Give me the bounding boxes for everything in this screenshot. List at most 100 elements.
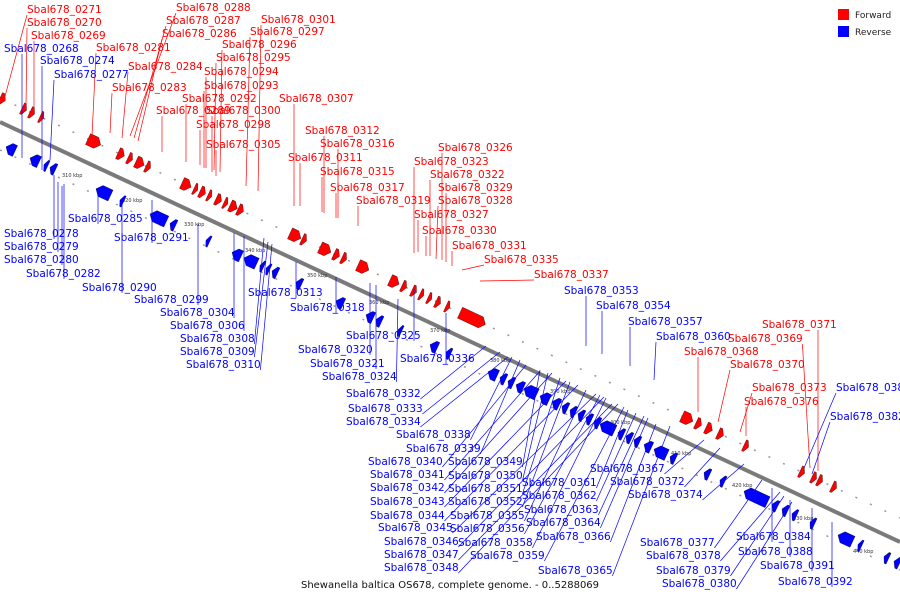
forward-gene-leader — [245, 36, 251, 187]
axis-tick-label: 410 kbp — [671, 451, 691, 457]
reverse-gene-leader — [458, 403, 613, 561]
forward-gene-label: Sbal678_0335 — [484, 254, 559, 266]
forward-gene — [179, 177, 192, 191]
forward-gene-label: Sbal678_0284 — [128, 61, 203, 73]
forward-gene-label: Sbal678_0286 — [162, 28, 237, 40]
forward-gene-label: Sbal678_0328 — [438, 195, 513, 207]
reverse-gene-leader — [49, 79, 55, 161]
axis-tick-label: 350 kbp — [307, 273, 327, 279]
reverse-gene-label: Sbal678_0359 — [470, 550, 545, 562]
axis-tick-label: 360 kbp — [369, 300, 389, 306]
reverse-gene — [295, 278, 305, 291]
reverse-gene-label: Sbal678_0309 — [180, 346, 255, 358]
forward-gene — [0, 92, 6, 105]
reverse-gene — [95, 185, 114, 202]
reverse-gene — [569, 405, 579, 419]
reverse-gene-label: Sbal678_0364 — [526, 517, 601, 529]
reverse-gene — [669, 452, 679, 465]
forward-gene-label: Sbal678_0311 — [288, 152, 363, 164]
reverse-gene-leader — [524, 389, 587, 522]
forward-gene-label: Sbal678_0300 — [206, 105, 281, 117]
reverse-gene-leader — [470, 356, 513, 441]
forward-gene — [703, 421, 713, 435]
reverse-gene-label: Sbal678_0352 — [448, 496, 523, 508]
forward-gene-label: Sbal678_0315 — [320, 166, 395, 178]
forward-gene-label: Sbal678_0326 — [438, 142, 513, 154]
axis-tick-label: 380 kbp — [490, 358, 510, 364]
reverse-gene-label: Sbal678_0280 — [4, 254, 79, 266]
reverse-gene-label: Sbal678_0380 — [662, 578, 737, 590]
reverse-gene-leader — [736, 501, 793, 590]
reverse-gene — [169, 219, 179, 232]
reverse-gene-label: Sbal678_0343 — [370, 496, 445, 508]
forward-gene-label: Sbal678_0288 — [176, 2, 251, 14]
forward-gene-leader — [219, 49, 223, 173]
reverse-gene-leader — [544, 406, 625, 562]
reverse-gene — [643, 440, 654, 454]
reverse-gene-label: Sbal678_0306 — [170, 320, 245, 332]
reverse-gene — [149, 210, 170, 228]
forward-gene-leader — [109, 92, 113, 134]
reverse-gene — [771, 500, 781, 513]
reverse-gene — [599, 420, 618, 437]
forward-gene — [693, 417, 702, 430]
reverse-gene-label: Sbal678_0362 — [522, 490, 597, 502]
forward-gene — [741, 439, 749, 452]
reverse-gene-label: Sbal678_0357 — [628, 316, 703, 328]
axis-ticks: 310 kbp 320 kbp 330 kbp 340 kbp 350 kbp 360 k… — [62, 173, 873, 555]
reverse-gene — [487, 368, 500, 382]
reverse-gene — [577, 409, 587, 422]
axis-tick-label: 310 kbp — [62, 173, 82, 179]
axis-tick-label: 420 kbp — [732, 483, 752, 489]
forward-gene-label: Sbal678_0271 — [27, 4, 102, 16]
forward-gene — [287, 227, 302, 242]
forward-gene — [417, 288, 425, 301]
axis-tick-label: 330 kbp — [184, 222, 204, 228]
forward-gene-label: Sbal678_0376 — [744, 396, 819, 408]
reverse-gene-leader — [598, 415, 645, 516]
reverse-gene-label: Sbal678_0282 — [26, 268, 101, 280]
forward-gene-leader — [435, 205, 439, 260]
reverse-gene-label: Sbal678_0321 — [310, 358, 385, 370]
forward-gene-leader — [717, 369, 731, 423]
reverse-gene-label: Sbal678_0353 — [564, 285, 639, 297]
forward-gene-label: Sbal678_0295 — [216, 52, 291, 64]
reverse-gene — [397, 325, 405, 338]
forward-gene — [809, 471, 817, 484]
forward-gene-label: Sbal678_0317 — [330, 182, 405, 194]
reverse-gene-label: Sbal678_0348 — [384, 562, 459, 574]
forward-gene-label: Sbal678_0330 — [422, 225, 497, 237]
reverse-gene-leader — [444, 370, 541, 481]
forward-gene — [19, 102, 27, 115]
reverse-gene — [743, 487, 771, 508]
reverse-gene — [561, 402, 571, 415]
reverse-gene-leader — [422, 351, 501, 415]
forward-gene-label: Sbal678_0301 — [261, 14, 336, 26]
reverse-gene-leader — [480, 359, 521, 455]
reverse-gene-label: Sbal678_0349 — [448, 456, 523, 468]
forward-gene-label: Sbal678_0305 — [206, 139, 281, 151]
forward-gene — [235, 203, 244, 216]
forward-gene — [37, 111, 45, 123]
reverse-gene-label: Sbal678_0299 — [134, 294, 209, 306]
reverse-gene — [49, 163, 59, 176]
forward-gene — [213, 193, 222, 206]
reverse-gene-leader — [260, 243, 273, 371]
reverse-gene — [335, 297, 346, 310]
legend-reverse-swatch — [838, 26, 849, 37]
reverse-gene-label: Sbal678_0355 — [450, 510, 525, 522]
forward-gene — [115, 147, 125, 160]
forward-gene-label: Sbal678_0373 — [752, 382, 827, 394]
reverse-gene-leader — [596, 412, 637, 502]
forward-gene-label: Sbal678_0371 — [762, 319, 837, 331]
forward-gene — [227, 199, 238, 213]
reverse-gene-leader — [444, 384, 579, 522]
reverse-gene-leader — [442, 364, 527, 468]
reverse-gene — [883, 552, 892, 565]
reverse-gene-label: Sbal678_0310 — [186, 359, 261, 371]
reverse-gene-label: Sbal678_0345 — [378, 522, 453, 534]
reverse-gene-label: Sbal678_0268 — [4, 43, 79, 55]
reverse-gene — [837, 531, 856, 548]
forward-gene-label: Sbal678_0283 — [112, 82, 187, 94]
reverse-gene — [791, 509, 800, 522]
